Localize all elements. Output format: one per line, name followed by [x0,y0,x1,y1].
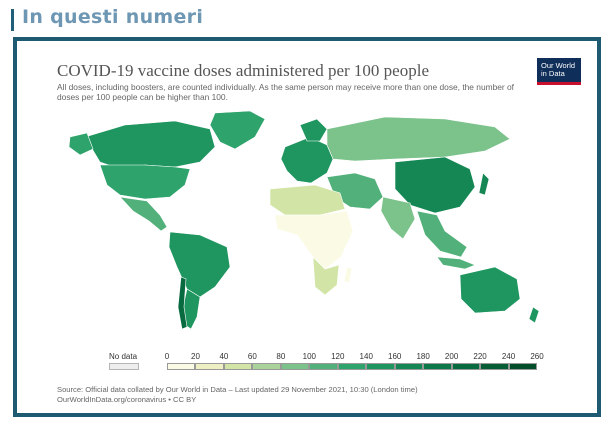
region-southeast-asia[interactable] [416,210,468,258]
world-map [68,110,540,330]
chart-subtitle: All doses, including boosters, are count… [57,82,515,102]
chart-frame: COVID-19 vaccine doses administered per … [13,37,601,417]
source-note: Source: Official data collated by Our Wo… [57,385,577,405]
region-sub-saharan-africa[interactable] [274,210,354,270]
legend-tick-160: 160 [388,352,402,361]
region-india[interactable] [380,196,416,240]
region-europe[interactable] [280,136,334,184]
region-russia[interactable] [326,116,511,162]
legend-tick-220: 220 [473,352,487,361]
legend-swatch-0 [167,363,196,370]
region-china[interactable] [394,156,476,214]
region-brazil[interactable] [168,231,231,298]
region-united-states[interactable] [99,164,191,200]
legend-swatch-5 [309,363,338,370]
page-header-title: In questi numeri [22,6,204,28]
legend-no-data-label: No data [109,352,138,361]
region-greenland[interactable] [209,110,266,150]
legend-swatch-12 [508,363,537,370]
legend-tick-80: 80 [276,352,286,361]
legend-tick-240: 240 [501,352,516,361]
legend-swatch-11 [480,363,509,370]
region-alaska[interactable] [68,132,94,156]
legend-swatch-2 [223,363,253,370]
region-new-zealand[interactable] [528,306,540,324]
region-scandinavia[interactable] [299,118,328,142]
legend-tick-40: 40 [219,352,229,361]
region-madagascar[interactable] [343,266,353,284]
legend-swatch-10 [451,363,481,370]
legend-tick-100: 100 [302,352,316,361]
legend-tick-180: 180 [416,352,430,361]
region-canada[interactable] [84,120,216,170]
legend-tick-200: 200 [444,352,459,361]
legend-tick-140: 140 [359,352,373,361]
region-chile[interactable] [177,276,188,330]
source-line-1: Source: Official data collated by Our Wo… [57,385,418,394]
legend-swatch-7 [366,363,395,370]
chart-title: COVID-19 vaccine doses administered per … [57,61,429,80]
legend-tick-260: 260 [530,352,544,361]
owid-logo: Our World in Data [537,58,581,85]
source-line-2: OurWorldInData.org/coronavirus • CC BY [57,395,197,404]
legend-swatch-1 [195,363,224,370]
region-north-africa[interactable] [269,184,346,216]
legend-swatch-3 [252,363,281,370]
legend-tick-20: 20 [191,352,200,361]
logo-line-1: Our World [541,61,576,70]
region-japan[interactable] [478,172,490,196]
region-mexico[interactable] [119,196,168,232]
legend-swatch-8 [394,363,424,370]
legend-tick-60: 60 [247,352,257,361]
logo-line-2: in Data [541,69,565,78]
region-southern-africa[interactable] [312,256,340,296]
legend-swatch-9 [423,363,452,370]
region-australia[interactable] [459,266,521,314]
header-accent-bar [11,9,14,31]
legend-no-data-swatch [109,363,139,370]
legend-tick-120: 120 [331,352,345,361]
legend-swatch-6 [337,363,367,370]
region-indonesia[interactable] [436,256,476,270]
legend-tick-0: 0 [164,352,170,361]
legend-swatch-4 [280,363,310,370]
